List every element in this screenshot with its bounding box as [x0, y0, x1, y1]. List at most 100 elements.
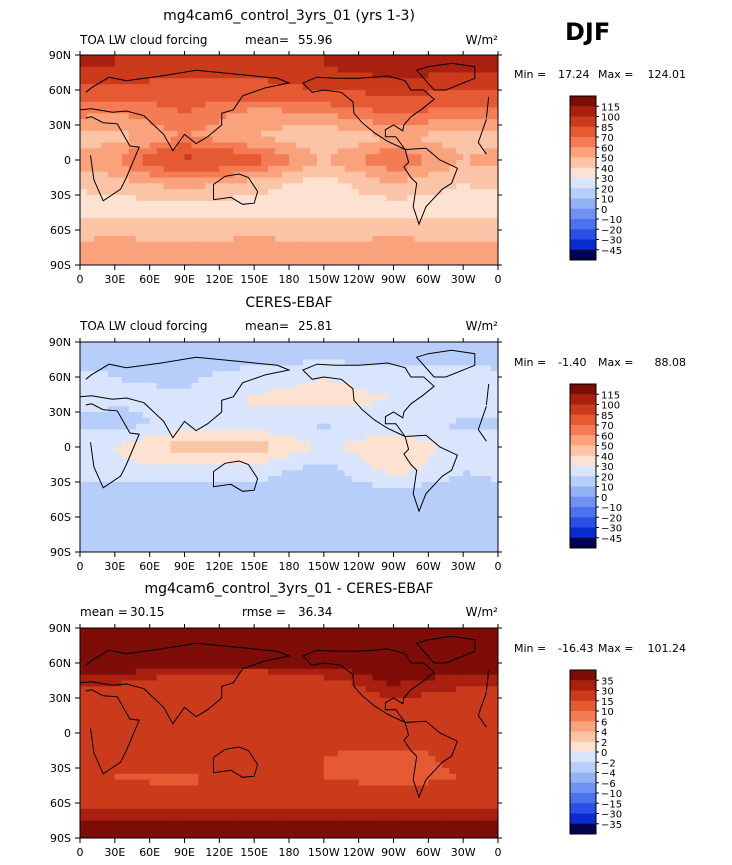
field-cell: [177, 487, 185, 495]
field-cell: [414, 470, 422, 477]
field-cell: [470, 107, 478, 114]
field-cell: [428, 72, 436, 79]
field-cell: [170, 177, 178, 184]
field-cell: [177, 417, 185, 425]
field-cell: [393, 639, 401, 646]
field-cell: [198, 101, 206, 108]
field-cell: [351, 230, 360, 237]
field-cell: [86, 206, 95, 213]
field-cell: [282, 487, 290, 495]
field-cell: [107, 84, 116, 91]
field-cell: [379, 394, 387, 401]
field-cell: [261, 645, 269, 652]
field-cell: [198, 72, 206, 79]
field-cell: [449, 224, 457, 231]
field-cell: [128, 476, 137, 483]
field-cell: [254, 388, 262, 395]
field-cell: [302, 423, 311, 430]
field-cell: [170, 247, 178, 254]
field-cell: [93, 224, 102, 231]
field-cell: [114, 347, 123, 355]
field-cell: [93, 476, 102, 483]
field-cell: [121, 195, 130, 202]
field-cell: [135, 136, 144, 143]
field-cell: [358, 183, 367, 190]
field-cell: [156, 148, 164, 155]
field-cell: [330, 142, 339, 149]
field-cell: [386, 470, 394, 477]
field-cell: [491, 101, 499, 108]
field-cell: [386, 441, 394, 448]
field-cell: [114, 230, 123, 237]
field-cell: [80, 90, 88, 97]
field-cell: [233, 241, 241, 248]
field-cell: [261, 165, 269, 173]
field-cell: [212, 125, 220, 132]
field-cell: [386, 534, 394, 541]
field-cell: [407, 90, 415, 97]
field-cell: [156, 125, 164, 132]
field-cell: [316, 259, 325, 266]
field-cell: [477, 160, 485, 167]
field-cell: [337, 101, 346, 108]
field-cell: [261, 482, 269, 489]
field-cell: [477, 534, 485, 541]
field-cell: [121, 493, 130, 500]
field-cell: [386, 247, 394, 254]
field-cell: [205, 218, 213, 225]
field-cell: [316, 645, 325, 652]
field-cell: [100, 113, 109, 120]
field-cell: [212, 259, 220, 266]
field-cell: [184, 136, 192, 143]
field-cell: [386, 429, 394, 436]
field-cell: [275, 417, 283, 425]
field-cell: [386, 154, 394, 161]
field-cell: [470, 224, 478, 231]
field-cell: [268, 195, 276, 202]
field-cell: [177, 359, 185, 366]
field-cell: [407, 412, 415, 419]
field-cell: [114, 206, 123, 213]
field-cell: [142, 628, 151, 635]
field-cell: [442, 441, 450, 448]
field-cell: [142, 125, 151, 132]
field-cell: [393, 90, 401, 97]
field-cell: [386, 119, 394, 126]
field-cell: [177, 101, 185, 108]
field-cell: [177, 142, 185, 149]
field-cell: [114, 218, 123, 225]
field-cell: [135, 60, 144, 68]
field-cell: [456, 417, 464, 425]
colorbar-label: 100: [601, 401, 620, 412]
field-cell: [93, 441, 102, 448]
field-cell: [163, 72, 171, 79]
field-cell: [442, 212, 450, 219]
field-cell: [247, 125, 255, 132]
field-cell: [128, 218, 137, 225]
field-cell: [163, 651, 171, 658]
field-cell: [205, 441, 213, 448]
field-cell: [470, 125, 478, 132]
field-cell: [128, 359, 137, 366]
field-cell: [212, 119, 220, 126]
field-cell: [261, 429, 269, 436]
field-cell: [289, 142, 297, 149]
field-cell: [212, 365, 220, 372]
field-cell: [435, 171, 443, 178]
field-cell: [191, 388, 199, 395]
field-cell: [393, 165, 401, 173]
field-cell: [289, 230, 297, 237]
field-cell: [372, 206, 380, 213]
field-cell: [191, 342, 199, 349]
field-cell: [128, 534, 137, 541]
field-cell: [170, 78, 178, 85]
field-cell: [463, 388, 471, 395]
field-cell: [400, 160, 408, 167]
field-cell: [316, 90, 325, 97]
field-cell: [198, 224, 206, 231]
field-cell: [400, 142, 408, 149]
field-cell: [337, 107, 346, 114]
field-cell: [386, 90, 394, 97]
field-cell: [219, 347, 227, 355]
field-cell: [393, 353, 401, 360]
